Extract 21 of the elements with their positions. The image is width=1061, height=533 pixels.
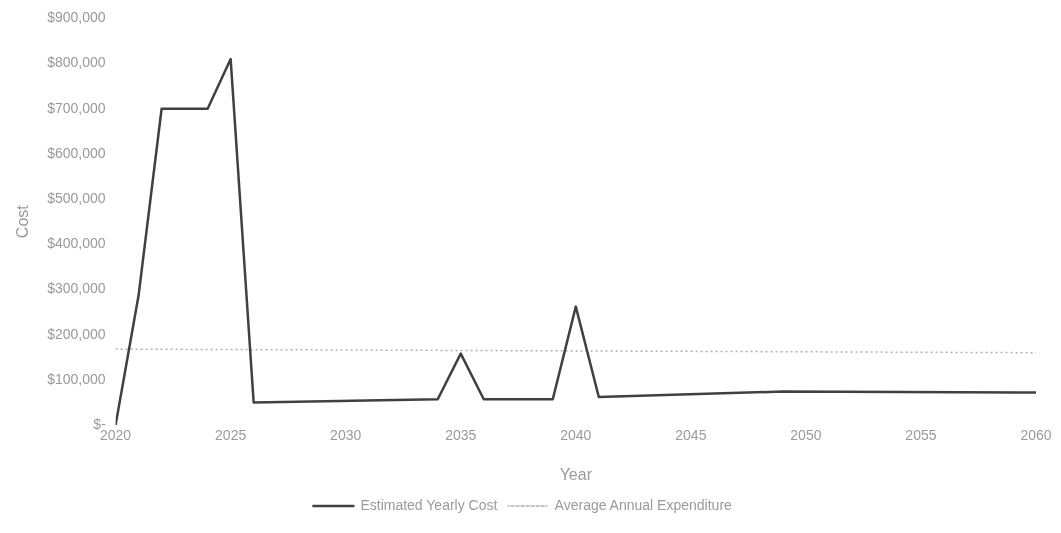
x-tick-label: 2050	[790, 427, 822, 444]
x-axis-title: Year	[559, 465, 593, 483]
x-tick-label: 2030	[330, 427, 362, 444]
y-tick-label: $900,000	[47, 9, 106, 26]
x-tick-label: 2060	[1020, 427, 1052, 444]
y-tick-label: $700,000	[47, 99, 106, 116]
x-tick-label: 2025	[215, 427, 247, 444]
y-axis-title: Cost	[14, 204, 32, 239]
y-tick-label: $200,000	[47, 325, 106, 342]
x-tick-label: 2040	[560, 427, 592, 444]
legend-label: Estimated Yearly Cost	[360, 496, 498, 513]
legend-label: Average Annual Expenditure	[554, 496, 733, 513]
y-tick-label: $600,000	[47, 144, 106, 161]
x-tick-label: 2045	[675, 427, 707, 444]
x-tick-label: 2035	[445, 427, 477, 444]
x-tick-label: 2055	[905, 427, 937, 444]
y-tick-label: $300,000	[47, 280, 106, 297]
y-tick-label: $400,000	[47, 235, 106, 252]
y-tick-label: $100,000	[47, 370, 106, 387]
y-tick-label: $800,000	[47, 54, 106, 71]
y-tick-label: $500,000	[47, 189, 106, 206]
